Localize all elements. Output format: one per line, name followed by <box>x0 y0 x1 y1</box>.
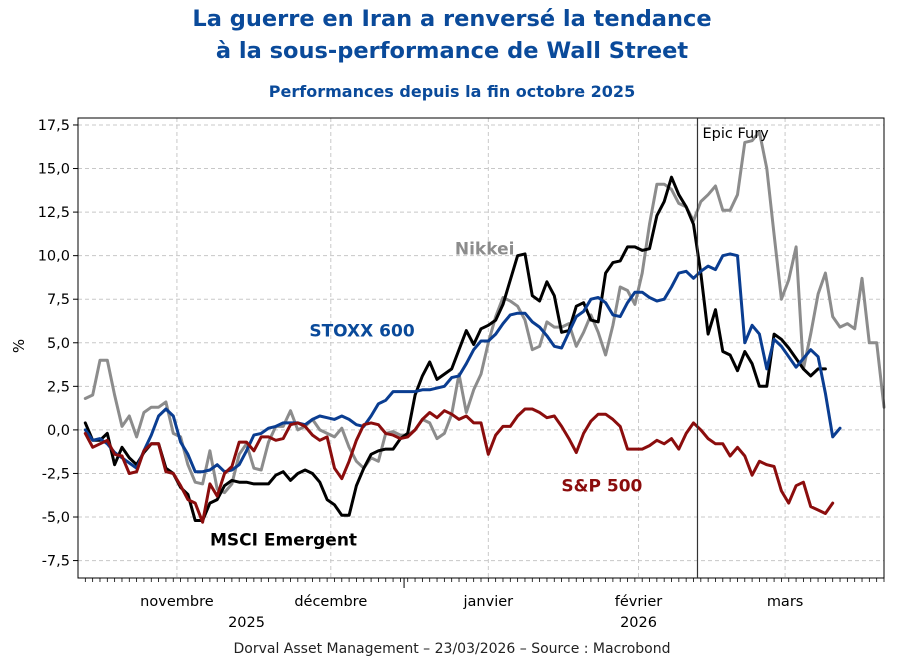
line-chart: 17,5 15,0 12,5 10,0 7,5 5,0 2,5 0,0 -2,5 -5,0 -7,5… <box>10 117 886 631</box>
y-tick-label: 10,0 <box>38 249 70 265</box>
x-month-label: janvier <box>463 594 514 610</box>
series-label-nikkei: Nikkei <box>455 240 515 260</box>
series-line-msci-emergent <box>83 175 827 522</box>
x-month-label: mars <box>767 594 804 610</box>
series-line-s-p-500 <box>83 407 835 524</box>
chart-title-line-1: La guerre en Iran a renversé la tendance <box>192 6 712 32</box>
x-month-label: décembre <box>294 594 367 610</box>
series-labels: Nikkei MSCI Emergent STOXX 600 S&P 500 <box>210 240 643 551</box>
series-line-stoxx-600 <box>83 252 842 474</box>
series-label-msci-emergent: MSCI Emergent <box>210 531 357 551</box>
y-tick-label: 15,0 <box>38 162 70 178</box>
x-month-label: février <box>615 594 663 610</box>
series-lines <box>83 130 886 524</box>
x-axis: novembre décembre janvier février mars 2025 20… <box>84 578 885 631</box>
footer-source: Dorval Asset Management – 23/03/2026 – S… <box>233 641 671 657</box>
y-axis: 17,5 15,0 12,5 10,0 7,5 5,0 2,5 0,0 -2,5 -5,0 -7,5… <box>10 118 78 570</box>
x-year-label: 2025 <box>228 615 265 631</box>
series-label-stoxx-600: STOXX 600 <box>309 322 414 342</box>
y-tick-label: 7,5 <box>47 292 70 308</box>
event-marker: Epic Fury <box>696 118 769 578</box>
x-year-label: 2026 <box>620 615 657 631</box>
event-label: Epic Fury <box>702 126 769 142</box>
y-tick-label: 12,5 <box>38 205 70 221</box>
y-tick-label: -7,5 <box>42 554 70 570</box>
chart-title-line-2: à la sous-performance de Wall Street <box>215 38 689 64</box>
y-axis-label: % <box>10 339 28 353</box>
y-tick-label: 2,5 <box>47 379 70 395</box>
y-tick-label: -5,0 <box>42 510 70 526</box>
y-tick-label: -2,5 <box>42 466 70 482</box>
y-tick-label: 17,5 <box>38 118 70 134</box>
y-tick-label: 5,0 <box>47 336 70 352</box>
series-label-s-p-500: S&P 500 <box>561 477 642 497</box>
y-tick-label: 0,0 <box>47 423 70 439</box>
chart-subtitle: Performances depuis la fin octobre 2025 <box>268 82 636 101</box>
grid <box>78 118 884 578</box>
x-month-label: novembre <box>140 594 214 610</box>
